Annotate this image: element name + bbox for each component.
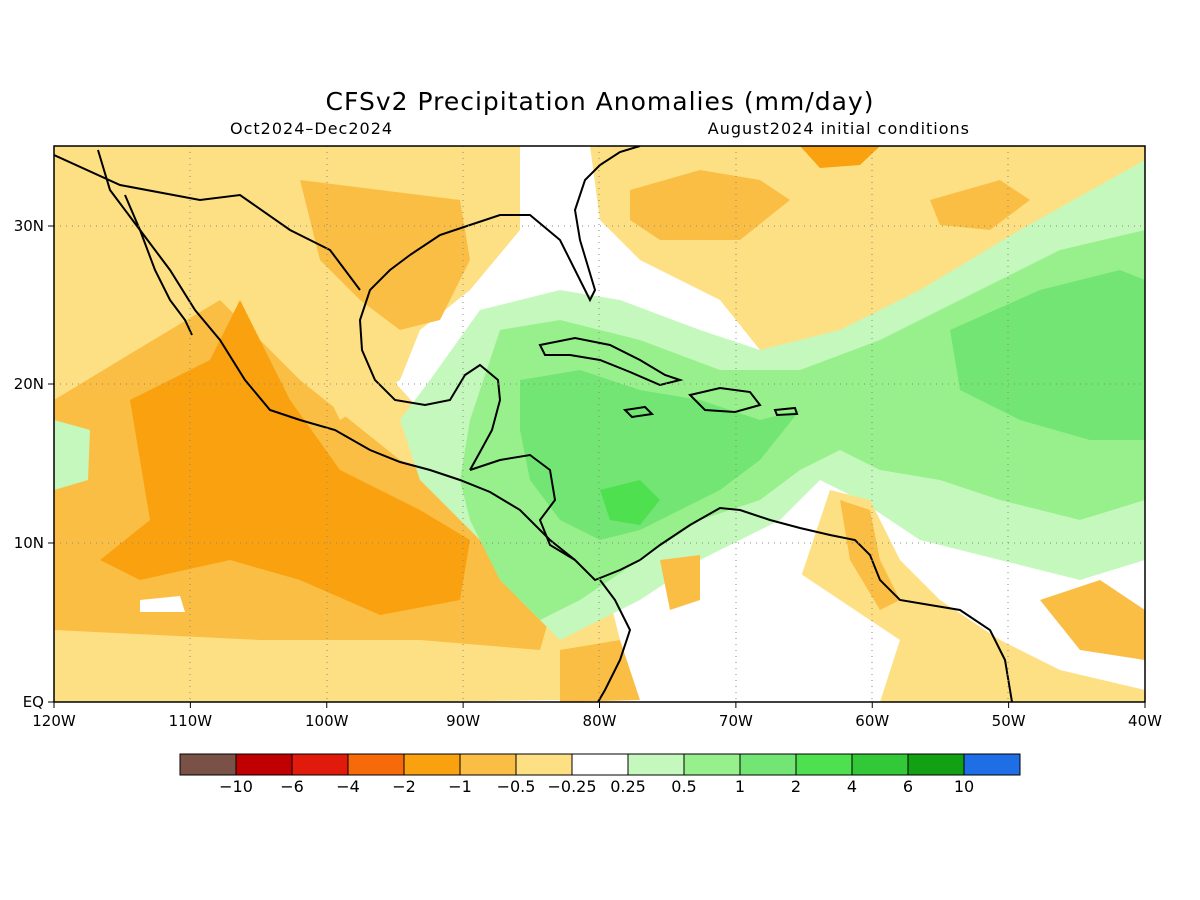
- dry-region-north-atlantic-edge: [800, 146, 880, 168]
- colorbar-swatch: [515, 753, 573, 776]
- lat-tick-label: 20N: [14, 375, 44, 393]
- colorbar-label: −10: [219, 777, 253, 796]
- colorbar-label: 6: [903, 777, 913, 796]
- island-cuba: [538, 336, 684, 387]
- colorbar-swatch: [963, 753, 1021, 776]
- colorbar-swatch: [403, 753, 461, 776]
- lat-tick-label: 30N: [14, 217, 44, 235]
- colorbar-swatch: [235, 753, 293, 776]
- initial-conditions: August2024 initial conditions: [708, 119, 970, 138]
- colorbar-swatch: [739, 753, 797, 776]
- colorbar-swatch: [795, 753, 853, 776]
- lon-tick-label: 50W: [992, 712, 1026, 730]
- map-panel: [54, 146, 1145, 702]
- dry-region-atlantic-east: [1040, 580, 1145, 660]
- coastline-south-america-north: [639, 506, 1013, 702]
- colorbar-label: −0.5: [497, 777, 536, 796]
- colorbar-label: −1: [448, 777, 472, 796]
- lon-tick-label: 100W: [305, 712, 349, 730]
- anomaly-shading: [54, 146, 1145, 702]
- dry-region-colombia-2: [660, 555, 700, 610]
- lon-tick-label: 70W: [719, 712, 753, 730]
- coastline-caribbean-central-america: [469, 453, 576, 561]
- island-hispaniola: [688, 386, 762, 414]
- colorbar: −10 −6 −4 −2 −1 −0.5 −0.25 0.25 0.5 1 2 4 6 10: [179, 753, 1021, 796]
- dry-region-eastern-pacific-core: [100, 300, 470, 615]
- chart-title: CFSv2 Precipitation Anomalies (mm/day): [326, 87, 875, 116]
- coastline-pacific-mexico-central-america: [97, 149, 641, 582]
- coastline-us-gulf: [409, 146, 641, 303]
- colorbar-label: 2: [791, 777, 801, 796]
- colorbar-label: 10: [954, 777, 974, 796]
- lon-tick-label: 110W: [169, 712, 213, 730]
- wet-spot-pacific-1: [54, 420, 90, 490]
- neutral-region-atlantic-east: [900, 540, 1040, 620]
- colorbar-swatch: [851, 753, 909, 776]
- wet-region-caribbean-max: [600, 480, 660, 525]
- dry-region-western-atlantic-core-2: [930, 180, 1030, 230]
- lat-tick-label: 10N: [14, 534, 44, 552]
- lon-tick-label: 60W: [855, 712, 889, 730]
- colorbar-label: −4: [336, 777, 360, 796]
- coastlines: [54, 146, 1013, 702]
- lon-tick-label: 40W: [1128, 712, 1162, 730]
- colorbar-label: 1: [735, 777, 745, 796]
- colorbar-swatch: [347, 753, 405, 776]
- coastline-baja-california: [124, 194, 193, 336]
- border-us-mexico: [54, 154, 361, 291]
- lat-tick-label: EQ: [23, 693, 44, 711]
- neutral-region-northeast-sa: [700, 560, 900, 702]
- colorbar-label: −2: [392, 777, 416, 796]
- axis-ticks: 120W 110W 100W 90W 80W 70W 60W 50W 40W EQ 10N 20N 30…: [14, 217, 1162, 730]
- wet-region-atlantic-core: [950, 270, 1145, 440]
- colorbar-label: 0.25: [610, 777, 646, 796]
- dry-region-colombia: [560, 640, 640, 702]
- dry-region-western-atlantic-core: [630, 170, 790, 240]
- dry-region-gulf-of-mexico: [300, 180, 470, 330]
- lon-tick-label: 80W: [583, 712, 617, 730]
- lon-tick-label: 120W: [32, 712, 76, 730]
- lon-tick-label: 90W: [446, 712, 480, 730]
- colorbar-swatch: [291, 753, 349, 776]
- island-jamaica: [622, 405, 655, 419]
- coastline-gulf-mexico: [358, 254, 502, 471]
- colorbar-label: −0.25: [547, 777, 596, 796]
- colorbar-label: −6: [280, 777, 304, 796]
- colorbar-swatch: [571, 753, 629, 776]
- coastline-colombia-pacific: [597, 579, 632, 702]
- colorbar-swatch: [907, 753, 965, 776]
- colorbar-swatch: [179, 753, 237, 776]
- colorbar-label: 4: [847, 777, 857, 796]
- colorbar-swatch: [683, 753, 741, 776]
- wet-spot-pacific-2: [140, 596, 185, 612]
- colorbar-label: 0.5: [671, 777, 696, 796]
- colorbar-swatch: [459, 753, 517, 776]
- colorbar-swatch: [627, 753, 685, 776]
- island-puerto-rico: [773, 406, 799, 417]
- forecast-period: Oct2024–Dec2024: [230, 119, 393, 138]
